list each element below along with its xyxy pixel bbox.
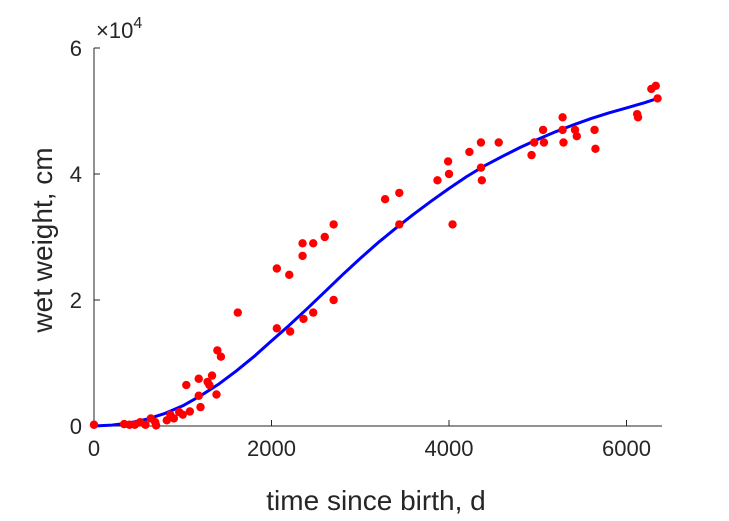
x-tick-label: 4000 [425, 436, 474, 461]
data-point [169, 414, 179, 423]
data-point [194, 374, 203, 383]
x-axis-label: time since birth, d [266, 485, 485, 516]
fit-curve-layer [93, 96, 659, 428]
data-point [653, 94, 662, 103]
data-point [299, 314, 308, 324]
data-point [272, 264, 282, 273]
y-tick-label: 4 [70, 162, 82, 187]
data-point [559, 138, 568, 147]
data-point [182, 380, 191, 390]
axis-labels: time since birth, d wet weight, cm ×104 [27, 15, 486, 516]
data-point [272, 324, 282, 333]
y-exponent-base: ×10 [96, 18, 133, 43]
data-point [572, 132, 581, 141]
data-point [443, 157, 453, 166]
data-point [298, 251, 307, 261]
data-point [216, 352, 226, 361]
data-points-layer [89, 81, 662, 430]
data-point [448, 220, 457, 229]
data-point [444, 169, 454, 179]
data-point [465, 147, 474, 157]
y-tick-label: 2 [70, 288, 82, 313]
data-point [494, 138, 503, 147]
data-point [207, 371, 217, 380]
data-point [590, 125, 599, 135]
data-point [558, 113, 567, 122]
data-point [309, 239, 318, 248]
data-point [89, 420, 99, 429]
data-point [530, 138, 539, 147]
data-point [212, 390, 221, 399]
data-point [395, 188, 404, 198]
data-point [298, 239, 307, 248]
y-axis-label: wet weight, cm [27, 147, 58, 333]
data-point [558, 125, 567, 135]
y-exponent-label: ×104 [96, 15, 142, 43]
data-point [329, 220, 338, 229]
data-point [395, 220, 404, 229]
data-point [380, 195, 390, 204]
data-point [285, 270, 294, 279]
data-point [233, 308, 242, 317]
data-point [194, 391, 203, 400]
data-point [141, 420, 150, 429]
data-point [185, 407, 195, 416]
data-point [633, 113, 643, 122]
data-point [285, 327, 295, 336]
data-point [476, 138, 486, 147]
data-point [477, 176, 487, 185]
data-point [591, 144, 600, 153]
data-point [151, 421, 161, 430]
data-point [213, 346, 222, 355]
data-point [196, 402, 205, 412]
x-tick-label: 2000 [247, 436, 296, 461]
y-exponent-power: 4 [133, 15, 142, 32]
fit-curve [93, 96, 659, 428]
x-tick-label: 0 [88, 436, 100, 461]
data-point [205, 380, 214, 390]
x-tick-label: 6000 [602, 436, 651, 461]
y-tick-label: 6 [70, 36, 82, 61]
data-point [329, 295, 338, 305]
axes: 0 2000 4000 6000 0 2 4 6 [70, 36, 662, 461]
data-point [539, 138, 549, 147]
data-point [320, 232, 329, 242]
data-point [476, 163, 486, 172]
data-point [309, 308, 318, 317]
data-point [433, 176, 442, 185]
data-point [651, 81, 660, 91]
data-point [570, 125, 580, 135]
y-tick-label: 0 [70, 414, 82, 439]
data-point [178, 410, 187, 419]
data-point [527, 150, 536, 160]
data-point [538, 125, 548, 135]
